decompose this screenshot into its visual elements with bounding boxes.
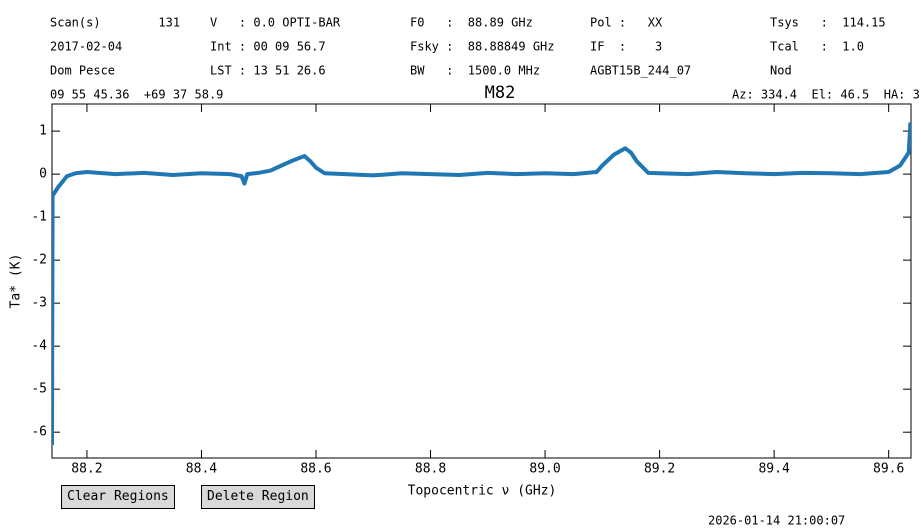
info-text: Dom Pesce	[50, 64, 115, 78]
x-tick-label: 88.8	[415, 462, 446, 477]
y-tick-label: -1	[31, 210, 47, 225]
spectrum-line	[52, 122, 911, 446]
timestamp: 2026-01-14 21:00:07	[708, 514, 845, 528]
delete-region-button[interactable]: Delete Region	[201, 485, 315, 509]
x-axis-label: Topocentric ν (GHz)	[408, 484, 557, 499]
x-tick-label: 88.2	[71, 462, 102, 477]
info-text: BW : 1500.0 MHz	[410, 64, 540, 78]
info-text: Tcal : 1.0	[770, 40, 864, 54]
info-text: Tsys : 114.15	[770, 16, 886, 30]
y-tick-label: 1	[39, 124, 47, 139]
pointing: Az: 334.4 El: 46.5 HA: 3	[732, 88, 920, 102]
y-tick-label: -6	[31, 425, 47, 440]
clear-regions-button[interactable]: Clear Regions	[61, 485, 175, 509]
info-text: Fsky : 88.88849 GHz	[410, 40, 555, 54]
info-text: F0 : 88.89 GHz	[410, 16, 533, 30]
x-tick-label: 88.4	[186, 462, 217, 477]
y-tick-label: -2	[31, 253, 47, 268]
x-tick-label: 89.2	[644, 462, 675, 477]
info-text: IF : 3	[590, 40, 662, 54]
x-tick-label: 89.0	[529, 462, 560, 477]
plot-frame	[51, 103, 912, 459]
info-text: AGBT15B_244_07	[590, 64, 691, 78]
info-text: Int : 00 09 56.7	[210, 40, 326, 54]
y-tick-label: -3	[31, 296, 47, 311]
y-tick-label: 0	[39, 167, 47, 182]
coordinates: 09 55 45.36 +69 37 58.9	[50, 88, 223, 102]
info-text: 2017-02-04	[50, 40, 122, 54]
y-axis-label: Ta* (K)	[9, 254, 24, 309]
info-text: Pol : XX	[590, 16, 663, 30]
y-tick-label: -5	[31, 382, 47, 397]
info-text: Nod	[770, 64, 792, 78]
info-text: Scan(s) 131	[50, 16, 180, 30]
x-tick-label: 88.6	[300, 462, 331, 477]
info-text: LST : 13 51 26.6	[210, 64, 326, 78]
x-tick-label: 89.4	[758, 462, 789, 477]
x-tick-label: 89.6	[873, 462, 904, 477]
chart-title: M82	[485, 83, 516, 103]
y-tick-label: -4	[31, 339, 47, 354]
info-text: V : 0.0 OPTI-BAR	[210, 16, 341, 30]
